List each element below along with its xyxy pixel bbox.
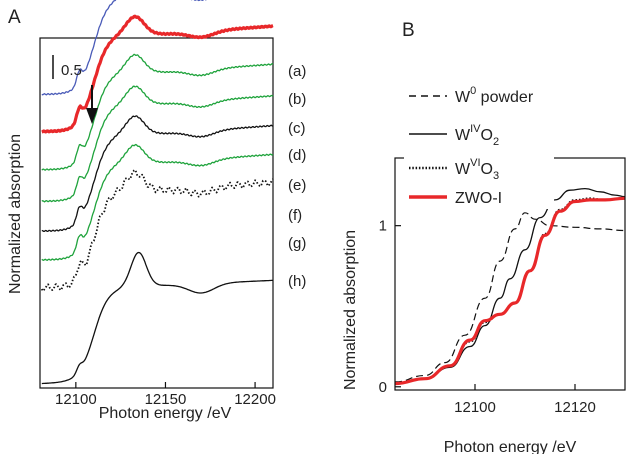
legend-label: ZWO-I [455, 190, 502, 207]
panel-a-x-tick-label: 12200 [234, 391, 276, 408]
series-label: (a) [288, 63, 306, 80]
series-line [41, 143, 274, 261]
panel-a-x-axis-label: Photon energy /eV [99, 405, 232, 422]
panel-b-x-tick-label: 12120 [554, 399, 596, 416]
series-line [394, 197, 626, 385]
series-line [41, 53, 274, 171]
series-line [41, 251, 273, 385]
scale-bar-label: 0.5 [61, 62, 82, 79]
series-label: (g) [288, 235, 306, 252]
panel-a-letter: A [8, 7, 21, 28]
panel-b-x-tick-label: 12100 [454, 399, 496, 416]
panel-a-frame [39, 37, 274, 389]
series-line [41, 115, 274, 233]
series-label: (e) [288, 177, 306, 194]
series-line [40, 169, 274, 292]
series-line [41, 85, 274, 203]
series-line [41, 14, 274, 134]
panel-b-y-axis-label: Normalized absorption [342, 230, 359, 390]
series-line [394, 196, 626, 386]
series-line [394, 187, 626, 385]
series-line [394, 212, 626, 383]
edge-arrow [86, 85, 98, 124]
panel-b-y-tick-label: 0 [379, 379, 387, 396]
legend-label: WIVO2 [455, 123, 499, 148]
panel-b-curves [394, 187, 626, 386]
panel-a-x-ticks: 12100 12150 12200 [55, 382, 276, 408]
series-label: (h) [288, 273, 306, 290]
panel-b-x-axis-label: Photon energy /eV [444, 439, 577, 454]
panel-b-ticks: 12100 12120 0 1 [379, 218, 596, 416]
legend-label: WVIO3 [455, 157, 499, 182]
panel-a: A 12100 12150 12200 (a)(b)(c)(d)(e)(f)(g)(… [7, 0, 306, 422]
series-label: (f) [288, 207, 302, 224]
panel-a-curves [40, 0, 274, 385]
legend: W0 powder WIVO2 WVIO3 ZWO-I [404, 83, 554, 209]
panel-a-x-tick-label: 12100 [55, 391, 97, 408]
panel-a-series-labels: (a) (b) (c) (d) (e) (f) (g) (h) [288, 63, 306, 290]
legend-label: W0 powder [455, 85, 534, 106]
series-label: (c) [288, 120, 306, 137]
series-label: (d) [288, 147, 306, 164]
panel-a-y-axis-label: Normalized absorption [7, 134, 24, 294]
panel-a-x-tick-label: 12150 [145, 391, 187, 408]
series-label: (b) [288, 91, 306, 108]
panel-b-y-tick-label: 1 [379, 218, 387, 235]
legend-background [404, 83, 554, 108]
panel-b-letter: B [402, 20, 415, 41]
series-line [41, 0, 207, 96]
